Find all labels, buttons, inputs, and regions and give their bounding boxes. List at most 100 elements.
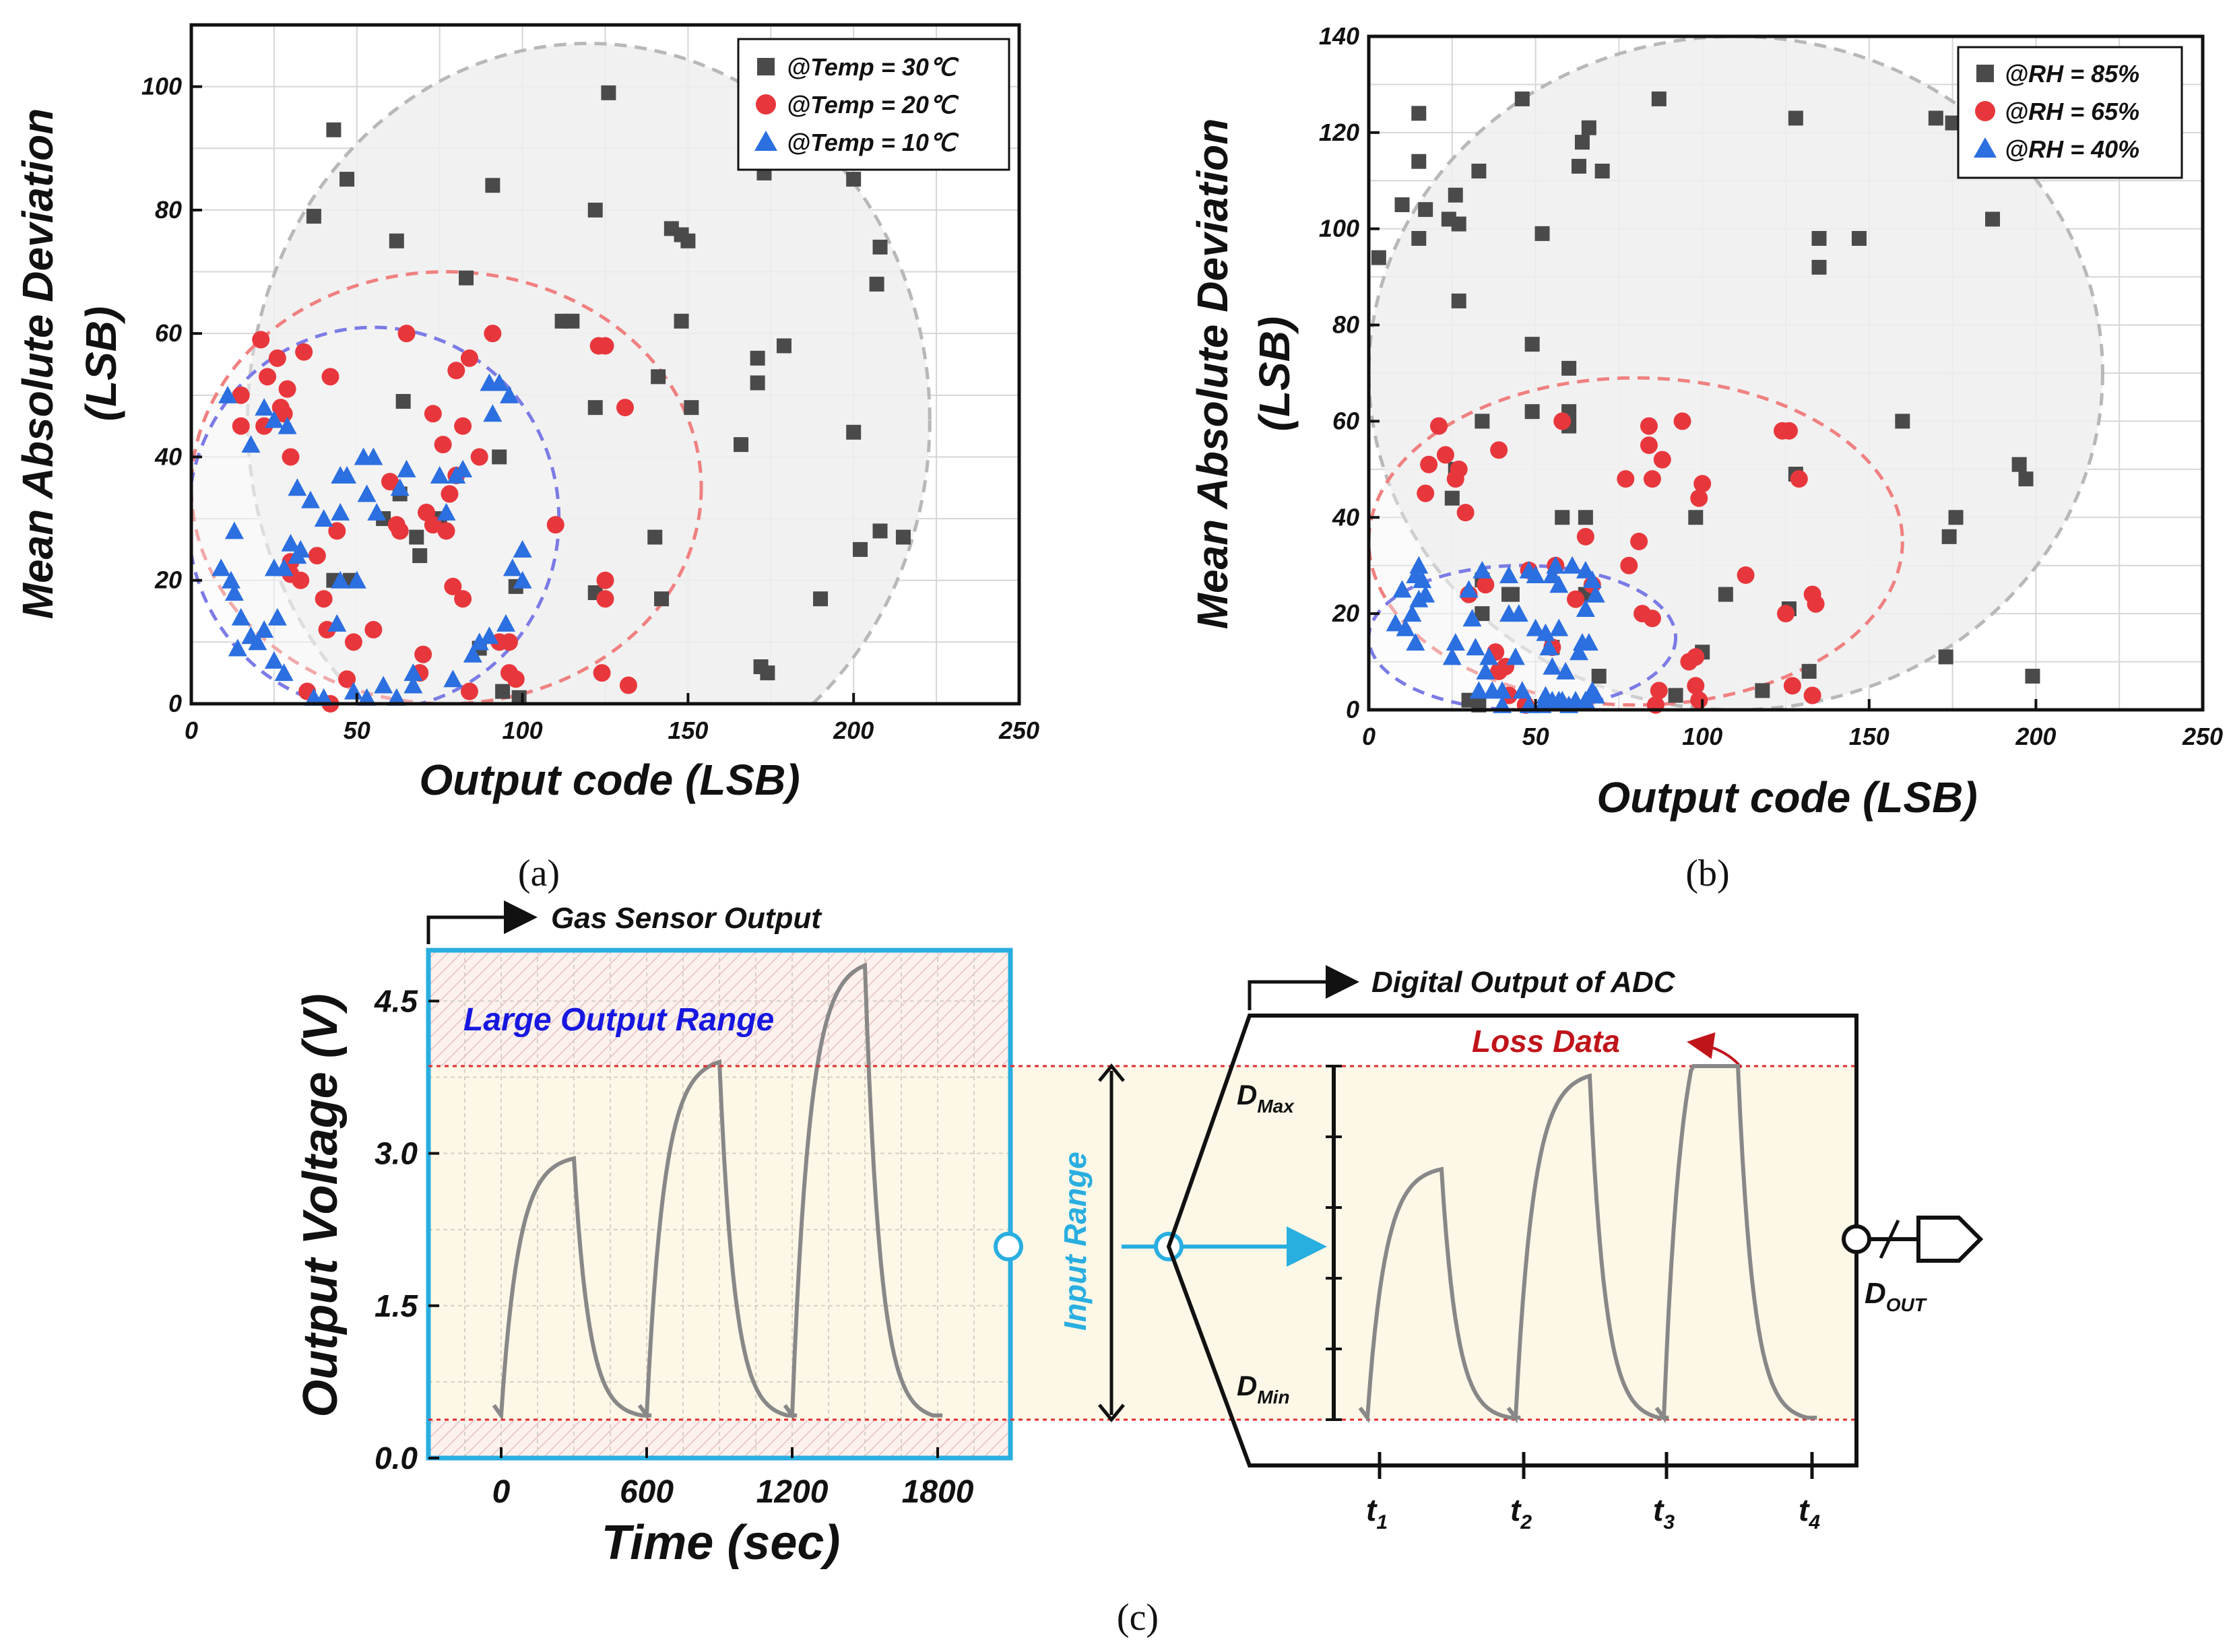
data-point-triangle	[264, 651, 284, 669]
data-point-square	[1501, 587, 1516, 602]
data-point-square	[846, 424, 862, 440]
axis-ticks: 0 600 1200 1800 0.0 1.5 3.0 4.5	[374, 983, 974, 1510]
data-point-square	[495, 684, 511, 699]
data-point-square	[389, 233, 404, 249]
data-point-triangle	[1506, 647, 1525, 665]
data-point-triangle	[1576, 599, 1595, 617]
data-point-triangle	[281, 533, 300, 552]
data-point-circle	[444, 577, 462, 595]
data-point-circle	[454, 417, 472, 435]
caption-b: (b)	[1685, 853, 1729, 894]
chart-title: Gas Sensor Output	[551, 902, 822, 935]
data-point-triangle	[1556, 661, 1576, 680]
data-point-triangle	[1582, 681, 1602, 699]
data-point-square	[1928, 110, 1943, 126]
grid	[428, 950, 1011, 1459]
data-point-triangle	[314, 509, 333, 527]
data-points	[212, 85, 911, 713]
x-tick-label: 1800	[902, 1474, 974, 1510]
data-point-square	[2025, 669, 2040, 684]
adc-time-tick-label: t4	[1799, 1492, 1820, 1533]
x-tick-label: 250	[998, 717, 1039, 744]
data-point-triangle	[1543, 566, 1562, 583]
data-point-square	[306, 209, 321, 224]
data-point-triangle	[274, 663, 294, 682]
dout-port-icon	[1916, 1216, 1984, 1263]
data-point-triangle	[1466, 638, 1485, 656]
data-point-triangle	[1406, 633, 1425, 651]
data-point-triangle	[1392, 580, 1412, 598]
x-tick-label: 100	[503, 717, 543, 744]
data-point-triangle	[1469, 681, 1489, 699]
dmax-label: DMax	[1237, 1079, 1295, 1117]
y-axis-label-line2: (LSB)	[77, 306, 125, 422]
data-point-triangle	[255, 398, 274, 416]
y-tick-label: 140	[1319, 22, 1359, 50]
data-point-circle	[1429, 417, 1448, 435]
data-point-square	[872, 239, 888, 255]
y-tick-label: 60	[1332, 407, 1359, 434]
y-tick-label: 40	[154, 442, 182, 470]
data-point-triangle	[470, 632, 489, 651]
data-point-triangle	[1442, 647, 1462, 665]
data-point-circle	[1737, 566, 1755, 584]
y-tick-label: 0	[168, 690, 182, 717]
data-point-triangle	[1459, 580, 1479, 598]
data-point-circle	[1643, 470, 1661, 488]
data-point-square	[587, 400, 603, 416]
data-point-circle	[321, 368, 340, 386]
data-point-circle	[507, 670, 525, 688]
panel-b: 0 50 100 150 200 250 0 20 40 60 80 100 120 140 Output…	[1188, 22, 2223, 894]
data-point-circle	[1567, 590, 1585, 608]
data-point-square	[1718, 587, 1733, 602]
data-point-square	[684, 400, 699, 416]
data-point-square	[1524, 337, 1540, 352]
data-point-circle	[1680, 653, 1698, 671]
data-point-square	[340, 172, 355, 187]
caption-c: (c)	[1117, 1597, 1159, 1639]
data-point-triangle	[496, 614, 516, 632]
data-point-circle	[1456, 504, 1475, 522]
legend-marker-65	[1975, 101, 1995, 121]
data-point-circle	[1790, 470, 1808, 488]
x-tick-label: 50	[1522, 723, 1549, 750]
data-point-square	[409, 529, 424, 545]
data-point-square	[1851, 231, 1867, 246]
y-tick-label: 20	[1332, 599, 1359, 627]
data-point-circle	[1777, 605, 1795, 623]
data-point-circle	[437, 522, 455, 540]
data-point-circle	[1630, 533, 1648, 550]
data-point-square	[1688, 510, 1704, 525]
panel-c: 0 600 1200 1800 0.0 1.5 3.0 4.5 Output Voltage …	[294, 900, 1984, 1639]
legend-label-85: @RH = 85%	[2005, 60, 2139, 88]
data-point-square	[1945, 115, 1960, 131]
data-point-circle	[1783, 677, 1801, 695]
data-point-square	[1811, 231, 1827, 246]
data-point-circle	[470, 448, 488, 466]
data-point-circle	[1640, 436, 1658, 455]
adc-time-tick-label: t1	[1366, 1492, 1388, 1533]
legend-marker-10c	[754, 131, 777, 151]
data-point-square	[1668, 688, 1683, 703]
plot-frame	[189, 23, 1021, 706]
x-axis-label: Output code (LSB)	[419, 756, 800, 804]
data-point-circle	[1653, 451, 1671, 469]
data-point-circle	[441, 485, 459, 503]
data-point-circle	[344, 633, 362, 651]
data-point-circle	[252, 331, 270, 349]
data-point-triangle	[453, 459, 473, 477]
data-point-triangle	[1546, 556, 1565, 574]
data-point-triangle	[1413, 570, 1432, 589]
data-point-circle	[1490, 662, 1508, 680]
data-point-triangle	[231, 607, 251, 626]
data-point-triangle	[248, 632, 267, 651]
data-point-circle	[447, 362, 465, 380]
data-point-square	[651, 369, 666, 385]
adc-title-arrow	[1248, 965, 1359, 1010]
data-point-square	[1451, 293, 1466, 308]
dout-label: DOUT	[1865, 1277, 1928, 1315]
data-point-square	[1411, 231, 1427, 246]
data-point-circle	[414, 645, 432, 663]
y-tick-label: 0.0	[375, 1441, 418, 1476]
